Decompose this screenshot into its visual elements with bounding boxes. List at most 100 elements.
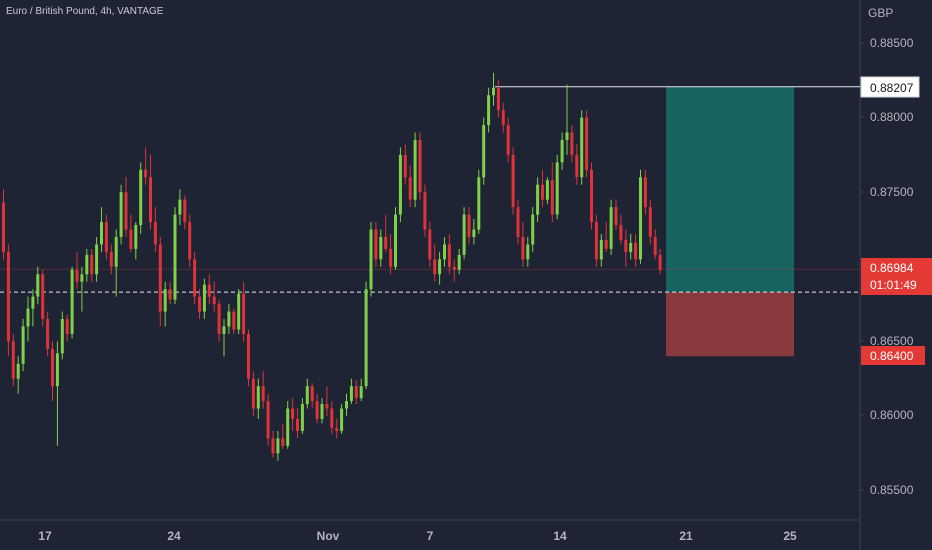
candle-body[interactable]: [599, 239, 603, 260]
candle-body[interactable]: [144, 169, 148, 178]
candle-body[interactable]: [202, 284, 206, 312]
candle-body[interactable]: [594, 222, 598, 260]
candle-body[interactable]: [51, 348, 54, 387]
candle-body[interactable]: [570, 132, 574, 155]
candle-body[interactable]: [398, 154, 402, 215]
candle-body[interactable]: [212, 296, 216, 305]
candle-body[interactable]: [281, 438, 285, 446]
candle-body[interactable]: [173, 214, 177, 300]
candle-body[interactable]: [276, 438, 280, 454]
candle-body[interactable]: [70, 269, 74, 334]
profit-zone[interactable]: [666, 86, 794, 293]
candle-body[interactable]: [374, 229, 378, 260]
candle-body[interactable]: [364, 289, 368, 387]
candle-body[interactable]: [560, 139, 564, 163]
candle-body[interactable]: [95, 244, 99, 275]
candle-body[interactable]: [452, 266, 456, 270]
candle-body[interactable]: [291, 408, 295, 419]
candle-body[interactable]: [536, 184, 540, 215]
candle-body[interactable]: [11, 341, 15, 379]
candle-body[interactable]: [85, 254, 89, 275]
candle-body[interactable]: [531, 214, 535, 245]
candle-body[interactable]: [614, 207, 618, 226]
candle-body[interactable]: [541, 184, 544, 200]
candle-body[interactable]: [501, 110, 505, 126]
candle-body[interactable]: [526, 244, 530, 260]
candle-body[interactable]: [242, 293, 246, 334]
candle-body[interactable]: [6, 251, 10, 342]
candle-body[interactable]: [443, 244, 446, 260]
candle-body[interactable]: [124, 192, 128, 230]
candle-body[interactable]: [168, 289, 172, 300]
candle-body[interactable]: [634, 242, 638, 260]
candle-body[interactable]: [590, 169, 593, 223]
candle-body[interactable]: [511, 154, 515, 208]
candle-body[interactable]: [335, 427, 339, 431]
candle-body[interactable]: [36, 274, 40, 297]
candle-body[interactable]: [359, 386, 363, 399]
candle-body[interactable]: [315, 401, 319, 419]
candle-body[interactable]: [550, 180, 554, 215]
candle-body[interactable]: [418, 139, 422, 193]
candle-body[interactable]: [467, 214, 471, 237]
candle-body[interactable]: [251, 378, 255, 409]
candle-body[interactable]: [41, 274, 45, 320]
candle-body[interactable]: [21, 326, 25, 364]
candle-body[interactable]: [619, 225, 623, 240]
candle-body[interactable]: [227, 311, 231, 327]
candle-body[interactable]: [16, 363, 20, 379]
candle-body[interactable]: [31, 296, 35, 309]
candle-body[interactable]: [354, 386, 358, 399]
candle-body[interactable]: [90, 254, 94, 275]
candle-body[interactable]: [178, 199, 182, 215]
candle-body[interactable]: [447, 244, 451, 267]
candle-body[interactable]: [149, 177, 152, 223]
candle-body[interactable]: [496, 87, 500, 111]
candle-body[interactable]: [639, 177, 642, 260]
candle-body[interactable]: [153, 222, 157, 245]
candle-body[interactable]: [428, 229, 432, 260]
candle-body[interactable]: [516, 207, 520, 237]
loss-zone[interactable]: [666, 292, 794, 357]
candle-body[interactable]: [521, 236, 525, 260]
candle-body[interactable]: [653, 236, 657, 255]
candle-body[interactable]: [658, 254, 662, 270]
candle-body[interactable]: [477, 177, 481, 230]
candle-body[interactable]: [261, 386, 265, 402]
candle-body[interactable]: [457, 254, 461, 270]
candle-body[interactable]: [256, 386, 260, 409]
candle-body[interactable]: [100, 222, 103, 245]
candle-body[interactable]: [624, 239, 628, 252]
candle-body[interactable]: [345, 401, 348, 409]
candle-body[interactable]: [65, 319, 69, 334]
candle-body[interactable]: [310, 386, 314, 402]
candle-body[interactable]: [305, 386, 309, 405]
candle-body[interactable]: [134, 225, 138, 249]
candle-body[interactable]: [413, 139, 417, 200]
candle-body[interactable]: [403, 154, 407, 178]
candle-body[interactable]: [163, 289, 167, 312]
candle-body[interactable]: [408, 177, 412, 200]
candle-body[interactable]: [158, 244, 162, 312]
candle-body[interactable]: [286, 408, 290, 446]
candle-body[interactable]: [80, 274, 84, 282]
candle-body[interactable]: [183, 199, 187, 223]
candle-body[interactable]: [609, 207, 613, 249]
candle-body[interactable]: [207, 284, 211, 297]
candle-body[interactable]: [129, 229, 133, 249]
candle-body[interactable]: [423, 192, 427, 230]
candle-body[interactable]: [384, 236, 388, 249]
candle-body[interactable]: [2, 202, 5, 252]
candle-body[interactable]: [545, 180, 549, 200]
candle-body[interactable]: [247, 333, 250, 379]
candle-body[interactable]: [555, 162, 559, 215]
candle-body[interactable]: [266, 401, 270, 439]
candle-body[interactable]: [104, 222, 108, 252]
candle-body[interactable]: [300, 404, 304, 431]
candle-body[interactable]: [325, 404, 329, 409]
candle-body[interactable]: [585, 117, 589, 170]
candle-body[interactable]: [188, 222, 192, 260]
candle-body[interactable]: [629, 242, 633, 252]
candle-body[interactable]: [648, 207, 652, 237]
